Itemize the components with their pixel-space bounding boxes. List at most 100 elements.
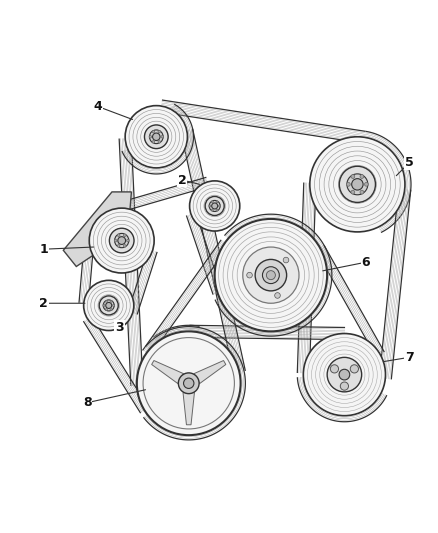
Circle shape [351,175,355,179]
Circle shape [103,304,105,306]
Circle shape [117,234,120,237]
Circle shape [113,304,114,306]
Polygon shape [297,182,316,374]
Polygon shape [152,360,184,384]
Circle shape [205,197,224,215]
Text: 4: 4 [94,100,133,119]
Circle shape [340,382,349,390]
Circle shape [211,209,213,211]
Polygon shape [142,240,229,356]
Text: 5: 5 [396,156,413,176]
Polygon shape [364,131,411,232]
Circle shape [158,141,160,143]
Circle shape [110,300,112,302]
Circle shape [351,190,355,194]
Circle shape [118,237,126,245]
Circle shape [255,260,286,291]
Circle shape [125,106,187,168]
Polygon shape [79,237,94,304]
Circle shape [219,205,220,207]
Circle shape [209,200,220,212]
Polygon shape [64,192,131,266]
Circle shape [114,239,117,242]
Circle shape [127,239,129,242]
Circle shape [110,228,134,253]
Text: 7: 7 [383,351,413,364]
Circle shape [209,205,211,207]
Circle shape [339,369,350,380]
Circle shape [115,233,129,248]
Circle shape [352,179,363,190]
Circle shape [106,302,112,309]
Circle shape [360,175,364,179]
Polygon shape [111,177,209,214]
Circle shape [190,181,240,231]
Polygon shape [316,245,384,357]
Circle shape [346,182,350,186]
Polygon shape [153,325,200,347]
Polygon shape [183,393,194,425]
Circle shape [347,174,368,195]
Circle shape [106,309,107,311]
Circle shape [124,234,126,237]
Circle shape [106,300,107,302]
Circle shape [149,130,163,143]
Circle shape [283,257,289,263]
Polygon shape [189,325,345,340]
Circle shape [364,182,368,186]
Circle shape [215,219,327,332]
Circle shape [327,357,362,392]
Circle shape [137,332,240,435]
Circle shape [103,300,114,311]
Circle shape [262,266,279,284]
Polygon shape [187,213,222,295]
Circle shape [184,378,194,389]
Circle shape [117,245,120,247]
Polygon shape [128,249,157,314]
Circle shape [243,247,299,303]
Circle shape [211,201,213,203]
Circle shape [161,135,163,138]
Circle shape [178,373,199,394]
Circle shape [152,141,155,143]
Circle shape [266,271,276,280]
Circle shape [158,131,160,133]
Text: 3: 3 [115,320,124,334]
Circle shape [152,131,155,133]
Circle shape [330,365,339,373]
Circle shape [275,293,280,298]
Circle shape [216,209,218,211]
Circle shape [124,245,126,247]
Circle shape [143,337,234,429]
Circle shape [360,190,364,194]
Polygon shape [194,360,226,384]
Circle shape [110,309,112,311]
Circle shape [149,135,152,138]
Polygon shape [122,104,194,174]
Circle shape [350,365,358,373]
Circle shape [89,208,154,273]
Polygon shape [160,100,366,143]
Circle shape [247,272,252,278]
Polygon shape [181,129,245,374]
Polygon shape [83,316,149,413]
Polygon shape [297,376,387,422]
Text: 8: 8 [83,390,145,409]
Polygon shape [215,214,332,336]
Circle shape [152,133,160,141]
Circle shape [216,201,218,203]
Text: 2: 2 [39,297,85,310]
Polygon shape [379,189,411,379]
Circle shape [339,166,375,203]
Text: 6: 6 [323,256,371,271]
Polygon shape [143,327,245,440]
Circle shape [99,296,118,315]
Circle shape [310,137,405,232]
Text: 1: 1 [39,243,94,256]
Circle shape [84,280,134,330]
Circle shape [212,203,218,209]
Polygon shape [119,138,143,386]
Circle shape [304,334,385,416]
Text: 2: 2 [178,174,200,187]
Circle shape [145,125,168,149]
